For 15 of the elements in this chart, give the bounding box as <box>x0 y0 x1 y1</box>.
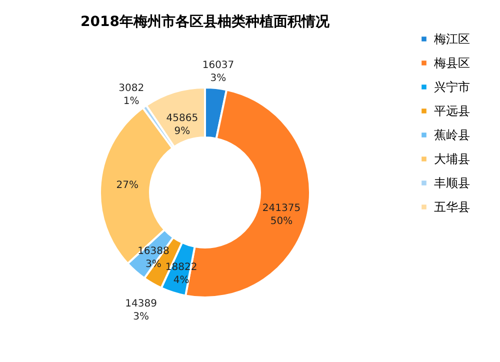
legend-label: 丰顺县 <box>434 176 470 190</box>
data-label: 45865 9% <box>166 112 198 137</box>
legend-label: 大埔县 <box>434 152 470 166</box>
data-label: 241375 50% <box>262 202 301 227</box>
data-label: 14389 3% <box>125 298 157 322</box>
legend-label: 蕉岭县 <box>434 128 470 142</box>
legend-label: 梅江区 <box>433 32 470 46</box>
data-label: 16037 3% <box>202 60 234 84</box>
legend-label: 梅县区 <box>433 56 470 70</box>
legend-label: 兴宁市 <box>434 80 470 94</box>
legend-label: 五华县 <box>434 200 470 214</box>
legend-label: 平远县 <box>434 104 470 118</box>
data-label: 27% <box>116 180 138 191</box>
data-label: 3082 1% <box>118 82 144 107</box>
chart-title: 2018年梅州市各区县柚类种植面积情况 <box>80 13 330 30</box>
